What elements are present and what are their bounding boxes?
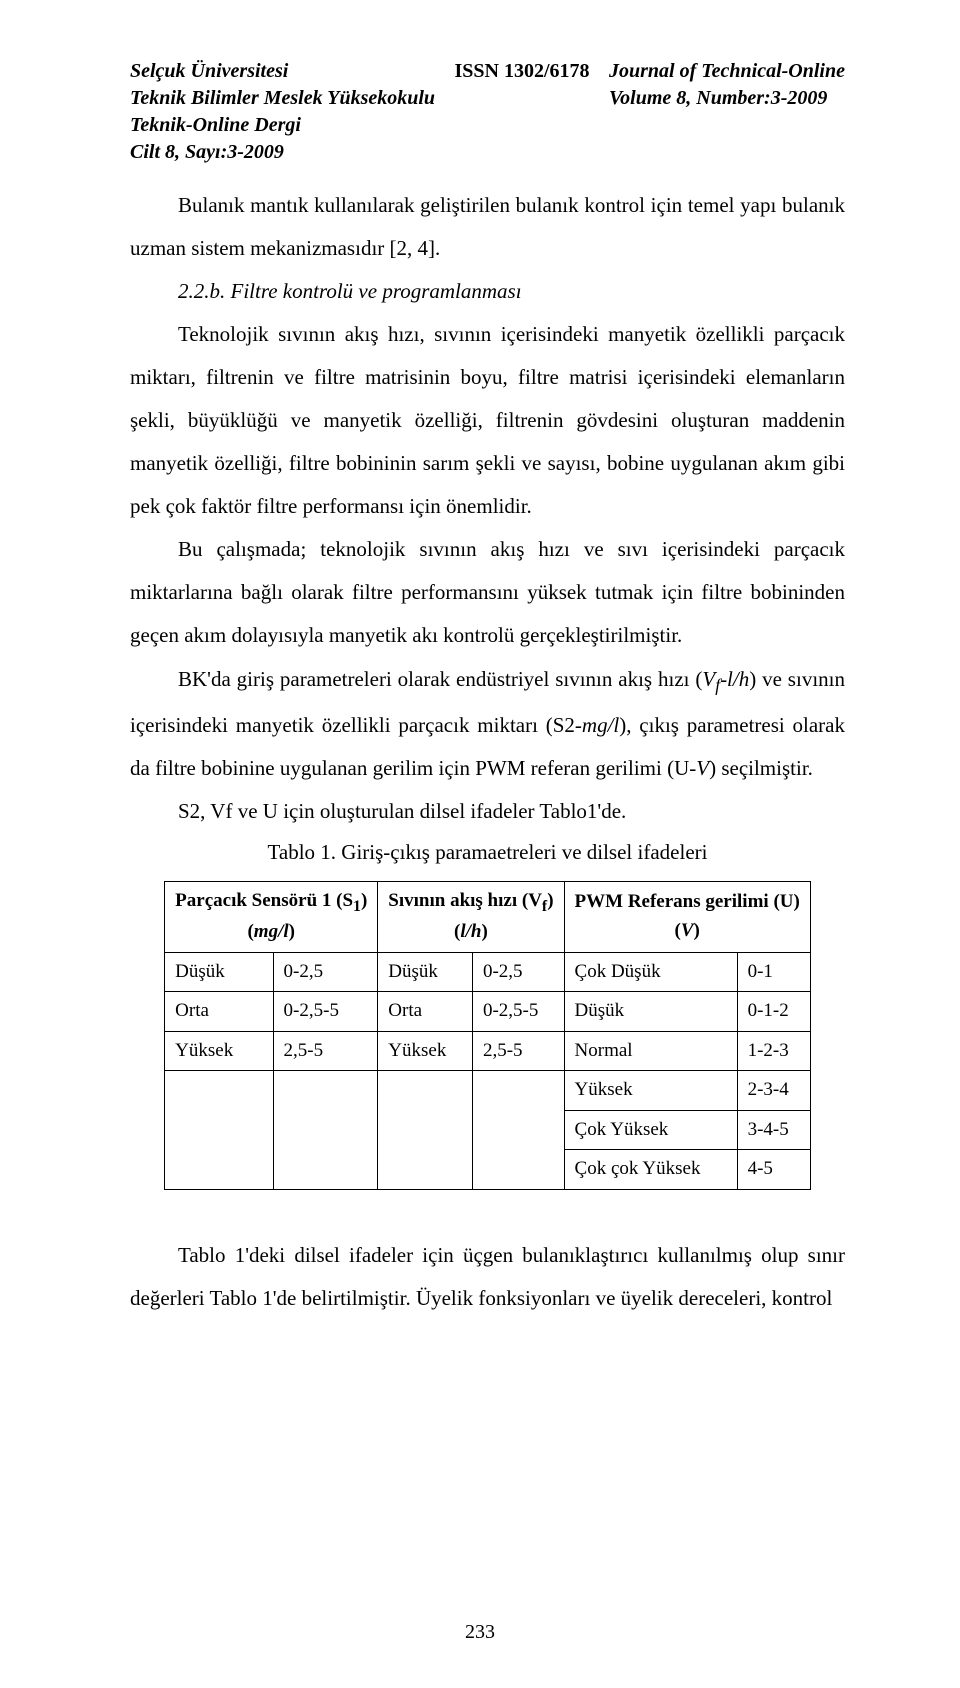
cell: 0-1 [737,952,810,992]
paragraph: Bu çalışmada; teknolojik sıvının akış hı… [130,528,845,657]
page-header: Selçuk Üniversitesi Teknik Bilimler Mesl… [130,58,845,166]
cell: 3-4-5 [737,1110,810,1150]
cell: 0-2,5 [472,952,564,992]
var-vf: V [702,667,715,691]
cell-empty [273,1110,378,1150]
header-right-line: Journal of Technical-Online [609,58,845,85]
text-run: PWM Referans gerilimi (U) [575,891,800,912]
unit-mg: mg/l [582,713,619,737]
text-run: ) [694,920,700,941]
text-run: ) [547,890,553,911]
col-header-vf: Sıvının akış hızı (Vf) (l/h) [378,881,564,952]
cell: Orta [165,992,273,1032]
col-header-u: PWM Referans gerilimi (U) (V) [564,881,810,952]
table-head: Parçacık Sensörü 1 (S1) (mg/l) Sıvının a… [165,881,811,952]
cell: 4-5 [737,1150,810,1190]
unit: l/h [460,921,481,942]
cell: Normal [564,1031,737,1071]
cell-empty [472,1071,564,1111]
table-row: Yüksek 2-3-4 [165,1071,811,1111]
page: Selçuk Üniversitesi Teknik Bilimler Mesl… [0,0,960,1688]
cell: 0-2,5 [273,952,378,992]
cell-empty [165,1110,273,1150]
cell-empty [273,1071,378,1111]
cell: 0-1-2 [737,992,810,1032]
cell: Yüksek [564,1071,737,1111]
cell: 2-3-4 [737,1071,810,1111]
unit: V [681,920,694,941]
cell-empty [472,1150,564,1190]
cell-empty [378,1150,473,1190]
table-caption: Tablo 1. Giriş-çıkış paramaetreleri ve d… [130,833,845,873]
var-vf-unit: -l/h [720,667,749,691]
text-run: ) [361,890,367,911]
header-left-line: Teknik Bilimler Meslek Yüksekokulu [130,85,435,112]
cell: Düşük [564,992,737,1032]
cell: Düşük [378,952,473,992]
cell: 1-2-3 [737,1031,810,1071]
table-body: Düşük 0-2,5 Düşük 0-2,5 Çok Düşük 0-1 Or… [165,952,811,1189]
issn: ISSN 1302/6178 [455,60,590,82]
cell: Yüksek [165,1031,273,1071]
cell: Yüksek [378,1031,473,1071]
unit: mg/l [254,921,289,942]
cell: 0-2,5-5 [273,992,378,1032]
table-1: Parçacık Sensörü 1 (S1) (mg/l) Sıvının a… [164,881,811,1190]
text-run: BK'da giriş parametreleri olarak endüstr… [178,667,702,691]
sub: 1 [353,897,361,914]
paragraph: Tablo 1'deki dilsel ifadeler için üçgen … [130,1234,845,1320]
text-run: ) [481,921,487,942]
cell: Düşük [165,952,273,992]
cell: Çok Düşük [564,952,737,992]
header-left-line: Cilt 8, Sayı:3-2009 [130,139,435,166]
paragraph: BK'da giriş parametreleri olarak endüstr… [130,658,845,790]
table-row: Çok çok Yüksek 4-5 [165,1150,811,1190]
header-left-line: Selçuk Üniversitesi [130,58,435,85]
cell-empty [165,1150,273,1190]
text-run: Sıvının akış hızı (V [388,890,542,911]
section-subheading: 2.2.b. Filtre kontrolü ve programlanması [130,270,845,313]
header-right-line: Volume 8, Number:3-2009 [609,85,845,112]
cell-empty [378,1071,473,1111]
col-header-s1: Parçacık Sensörü 1 (S1) (mg/l) [165,881,378,952]
cell: Çok Yüksek [564,1110,737,1150]
cell-empty [165,1071,273,1111]
text-run: ) [289,921,295,942]
text-run: ) seçilmiştir. [709,756,813,780]
cell: 2,5-5 [273,1031,378,1071]
header-right: Journal of Technical-Online Volume 8, Nu… [609,58,845,166]
table-row: Çok Yüksek 3-4-5 [165,1110,811,1150]
cell-empty [378,1110,473,1150]
cell: Çok çok Yüksek [564,1150,737,1190]
table-row: Düşük 0-2,5 Düşük 0-2,5 Çok Düşük 0-1 [165,952,811,992]
header-left: Selçuk Üniversitesi Teknik Bilimler Mesl… [130,58,435,166]
cell: 2,5-5 [472,1031,564,1071]
table-header-row: Parçacık Sensörü 1 (S1) (mg/l) Sıvının a… [165,881,811,952]
table-row: Yüksek 2,5-5 Yüksek 2,5-5 Normal 1-2-3 [165,1031,811,1071]
page-number: 233 [0,1621,960,1644]
text-run: Parçacık Sensörü 1 (S [175,890,353,911]
body-text: Bulanık mantık kullanılarak geliştirilen… [130,184,845,1320]
paragraph: Bulanık mantık kullanılarak geliştirilen… [130,184,845,270]
header-left-line: Teknik-Online Dergi [130,112,435,139]
table-row: Orta 0-2,5-5 Orta 0-2,5-5 Düşük 0-1-2 [165,992,811,1032]
cell-empty [472,1110,564,1150]
unit-v: V [696,756,709,780]
header-center: ISSN 1302/6178 [447,58,598,166]
paragraph: S2, Vf ve U için oluşturulan dilsel ifad… [130,790,845,833]
cell: 0-2,5-5 [472,992,564,1032]
cell-empty [273,1150,378,1190]
paragraph: Teknolojik sıvının akış hızı, sıvının iç… [130,313,845,528]
cell: Orta [378,992,473,1032]
